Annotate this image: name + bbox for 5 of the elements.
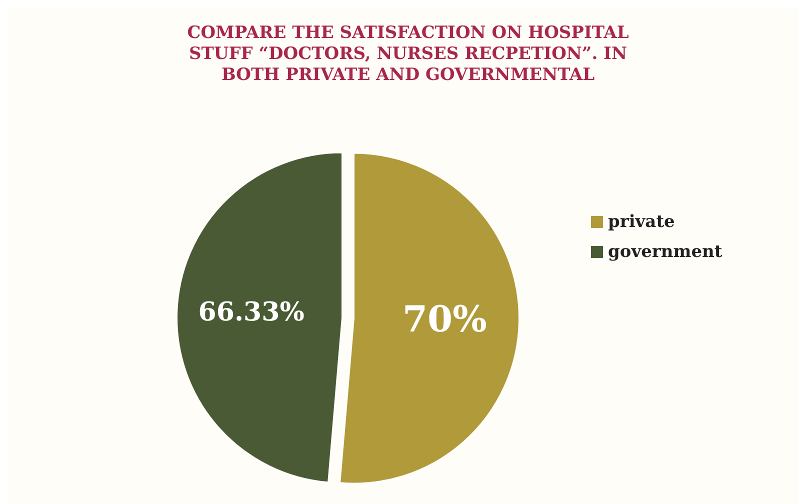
legend-label: government [608, 242, 722, 262]
legend-label: private [608, 212, 676, 232]
chart-title: COMPARE THE SATISFACTION ON HOSPITAL STUFF “DOCTORS, NURSES RECPETION”. IN BOTH PRIVATE AND GOVERNMENTAL [187, 23, 629, 85]
data-label: 66.33% [198, 298, 305, 328]
data-label: 70% [402, 298, 487, 340]
